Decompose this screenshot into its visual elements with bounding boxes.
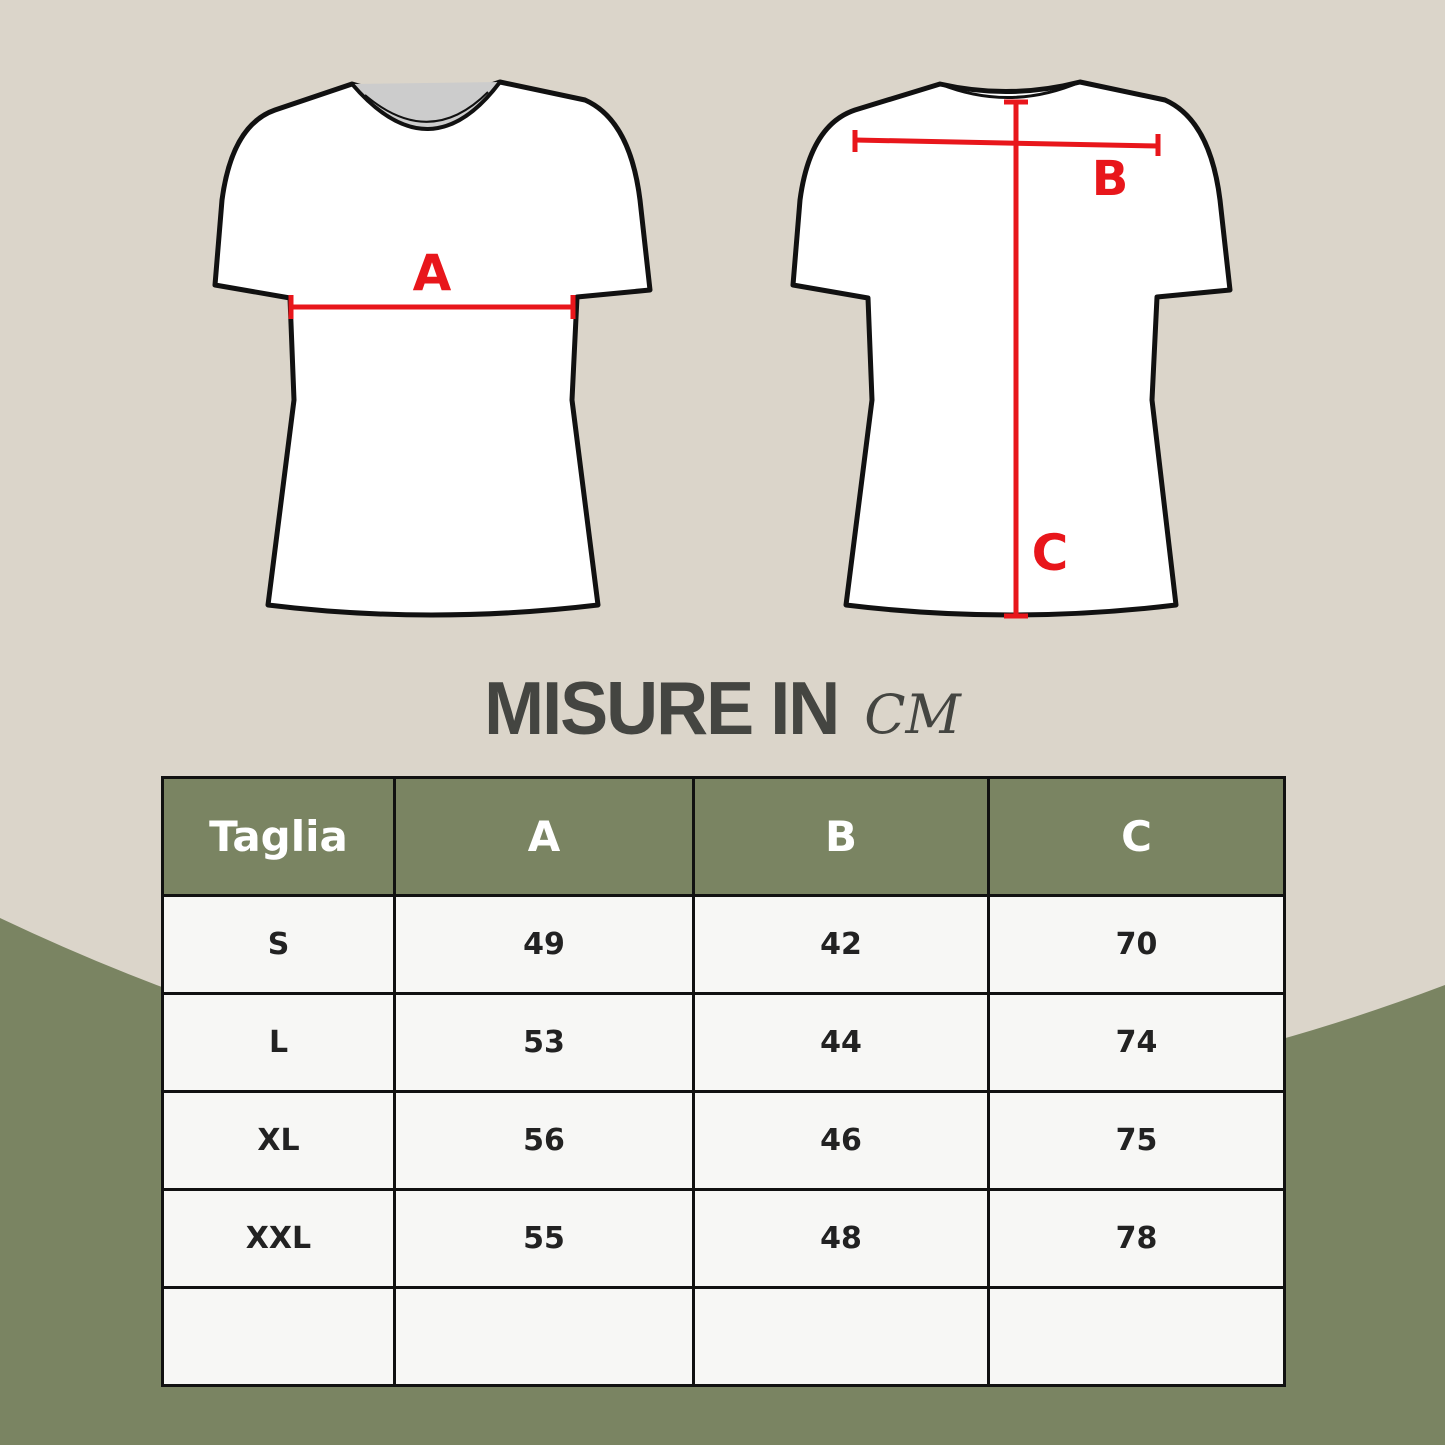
label-c: C <box>1032 524 1069 582</box>
table-row: XXL 55 48 78 <box>161 1188 1286 1289</box>
table-cell: 56 <box>393 1090 695 1191</box>
table-cell: 46 <box>692 1090 990 1191</box>
tshirt-diagram: A B C <box>212 79 1233 619</box>
table-cell: 70 <box>987 894 1286 995</box>
header-c: C <box>987 776 1286 897</box>
table-cell <box>393 1286 695 1387</box>
label-a: A <box>413 244 452 302</box>
page-title: MISURE IN CM <box>0 667 1445 751</box>
table-cell: 44 <box>692 992 990 1093</box>
table-cell: XXL <box>161 1188 396 1289</box>
size-table: Taglia A B C S 49 42 70 L 53 44 74 XL 56 46 75 XXL 55… <box>161 776 1286 1387</box>
table-cell: S <box>161 894 396 995</box>
label-b: B <box>1092 151 1129 207</box>
table-cell: 48 <box>692 1188 990 1289</box>
front-tshirt: A <box>212 79 653 618</box>
header-b: B <box>692 776 990 897</box>
table-cell <box>161 1286 396 1387</box>
table-cell: 75 <box>987 1090 1286 1191</box>
table-row <box>161 1286 1286 1387</box>
table-cell: 55 <box>393 1188 695 1289</box>
back-tshirt: B C <box>790 79 1233 619</box>
title-unit: CM <box>864 683 961 746</box>
table-cell <box>692 1286 990 1387</box>
table-cell: 49 <box>393 894 695 995</box>
table-cell: 74 <box>987 992 1286 1093</box>
table-cell: XL <box>161 1090 396 1191</box>
table-cell: 53 <box>393 992 695 1093</box>
table-cell: L <box>161 992 396 1093</box>
table-row: XL 56 46 75 <box>161 1090 1286 1191</box>
table-row: L 53 44 74 <box>161 992 1286 1093</box>
title-main: MISURE IN <box>484 667 840 751</box>
table-cell <box>987 1286 1286 1387</box>
table-header: Taglia A B C <box>161 776 1286 897</box>
table-cell: 78 <box>987 1188 1286 1289</box>
header-a: A <box>393 776 695 897</box>
table-row: S 49 42 70 <box>161 894 1286 995</box>
header-size: Taglia <box>161 776 396 897</box>
table-cell: 42 <box>692 894 990 995</box>
